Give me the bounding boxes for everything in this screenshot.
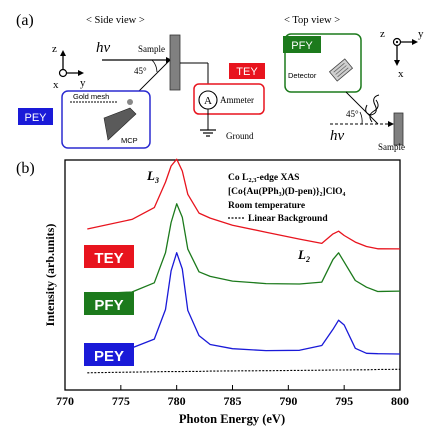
side-sample-label: Sample: [138, 44, 165, 54]
x-tick-label: 795: [335, 394, 353, 408]
mcp-ball-icon: [127, 99, 133, 105]
l3-label: L3: [146, 168, 159, 185]
top-sample-block: [393, 112, 404, 146]
series-line-tey: [87, 158, 401, 250]
side-angle-label: 45°: [134, 66, 147, 76]
x-axis-label: Photon Energy (eV): [179, 412, 285, 426]
mcp-plate: [103, 107, 137, 141]
side-hv-label: hv: [96, 40, 111, 56]
series-line-pfy: [87, 203, 401, 295]
side-beam-arrowhead: [166, 57, 172, 63]
side-angle-arc: [151, 59, 158, 73]
top-view-axes: z y x: [380, 28, 424, 80]
series-line-pey: [87, 252, 401, 355]
pfy-tag: [283, 36, 321, 53]
side-z-label: z: [52, 43, 57, 55]
pfy-badge: [84, 292, 134, 315]
fluorescence-wave-icon: [365, 94, 380, 116]
tey-badge-label: TEY: [94, 250, 123, 267]
tey-badge: [84, 245, 134, 268]
top-x-arrowhead: [394, 60, 400, 66]
ammeter-symbol: A: [204, 95, 212, 107]
x-tick-label: 775: [112, 394, 130, 408]
detector-icon: [328, 58, 354, 82]
top-angle-arc: [359, 111, 363, 125]
side-view-axes: z x y: [52, 43, 86, 91]
side-view-title: < Side view >: [86, 15, 145, 26]
z-axis-dot: [395, 40, 399, 44]
pey-badge-label: PEY: [94, 348, 124, 365]
detector-label: Detector: [288, 71, 317, 80]
panel-a-label: (a): [16, 12, 34, 29]
pey-badge: [84, 343, 134, 366]
l2-label: L2: [297, 247, 310, 264]
info-background: Linear Background: [248, 214, 328, 224]
plot-series: [87, 158, 401, 374]
top-hv-label: hv: [330, 128, 345, 144]
x-ticks: 770 775 780 785 790 795 800: [56, 385, 409, 408]
top-sample-label: Sample: [378, 142, 405, 152]
x-tick-label: 770: [56, 394, 74, 408]
pfy-badge-label: PFY: [94, 297, 123, 314]
x-tick-label: 785: [224, 394, 242, 408]
info-compound: [Co{Au(PPh₃)(D-pen)}₂]ClO₄: [228, 186, 346, 197]
fluorescence-path: [345, 91, 379, 125]
top-y-label: y: [418, 28, 424, 40]
side-x-label: x: [53, 79, 59, 91]
ammeter-label: Ammeter: [220, 95, 254, 105]
y-arrowhead: [78, 70, 84, 76]
x-tick-label: 800: [391, 394, 409, 408]
pey-tag-label: PEY: [24, 112, 47, 124]
pey-tag: [18, 108, 53, 125]
top-beam-arrowhead: [388, 121, 394, 127]
side-y-label: y: [80, 77, 86, 89]
series-line-linear-background: [87, 368, 401, 374]
x-tick-label: 790: [279, 394, 297, 408]
top-y-arrowhead: [412, 39, 418, 45]
tey-tag: [229, 63, 265, 79]
tey-circuit: A Ammeter TEY Ground: [180, 62, 265, 141]
sample-info: Co L2,3-edge XAS [Co{Au(PPh₃)(D-pen)}₂]C…: [228, 173, 346, 224]
fluorescence-wave-icon-2: [369, 99, 379, 123]
top-angle-label: 45°: [346, 109, 359, 119]
gold-mesh-label: Gold mesh: [73, 92, 109, 101]
panel-b-label: (b): [16, 160, 35, 177]
y-axis-label: Intensity (arb.units): [43, 224, 57, 327]
top-x-label: x: [398, 68, 404, 80]
x-axis-into-page-icon: [58, 68, 68, 78]
top-view-title: < Top view >: [284, 15, 340, 26]
mcp-label: MCP: [121, 136, 138, 145]
z-arrowhead: [60, 50, 66, 56]
side-sample-block: [169, 34, 181, 91]
info-temperature: Room temperature: [228, 201, 305, 211]
xas-plot: 770 775 780 785 790 795 800: [56, 158, 409, 408]
ground-label: Ground: [226, 131, 254, 141]
top-z-label: z: [380, 28, 385, 40]
x-tick-label: 780: [168, 394, 186, 408]
tey-tag-label: TEY: [236, 66, 258, 78]
pfy-tag-label: PFY: [291, 40, 313, 52]
info-edge: Co L2,3-edge XAS: [228, 173, 299, 184]
